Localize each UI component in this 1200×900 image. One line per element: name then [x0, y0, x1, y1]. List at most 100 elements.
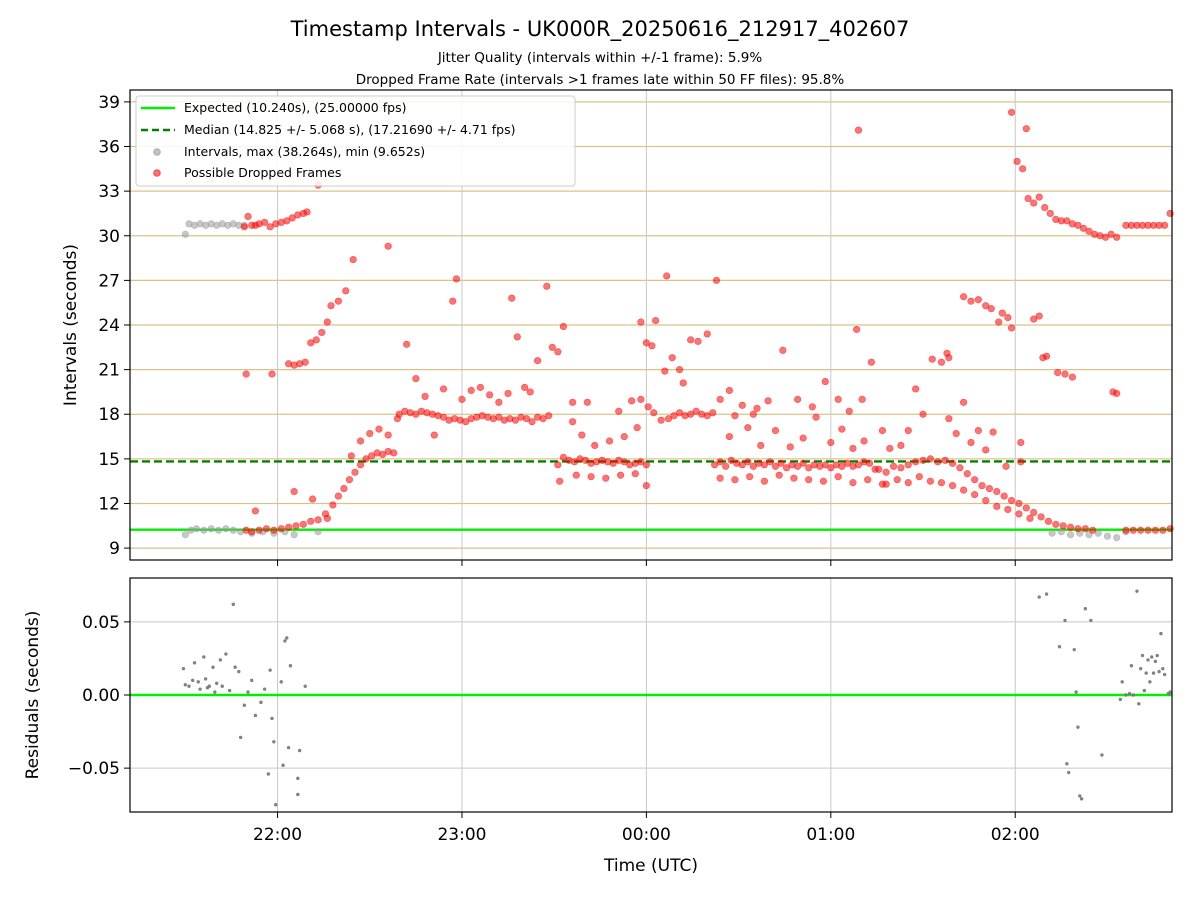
- dropped-frame-point: [664, 415, 673, 423]
- dropped-frame-point: [775, 471, 783, 479]
- dropped-frame-point: [351, 468, 359, 476]
- top-y-axis-label: Intervals (seconds): [61, 244, 81, 406]
- y-tick-label: 0.00: [82, 686, 120, 706]
- dropped-frame-point: [587, 473, 595, 481]
- dropped-frame-point: [1161, 221, 1169, 229]
- residual-point: [1146, 658, 1150, 662]
- dropped-frame-point: [993, 487, 1001, 496]
- dropped-frame-point: [864, 476, 872, 484]
- dropped-frame-point: [716, 395, 724, 403]
- dropped-frame-point: [261, 218, 269, 226]
- residual-point: [1138, 666, 1143, 671]
- dropped-frame-point: [251, 507, 260, 515]
- dropped-frame-point: [982, 496, 990, 505]
- dropped-frame-point: [845, 407, 853, 415]
- dropped-frame-point: [904, 427, 912, 435]
- dropped-frame-point: [860, 437, 868, 445]
- dropped-frame-point: [805, 464, 813, 472]
- residual-point: [1142, 688, 1147, 693]
- interval-point: [1066, 531, 1075, 539]
- dropped-frame-point: [749, 410, 757, 418]
- residual-point: [1144, 671, 1148, 675]
- dropped-frame-point: [430, 431, 438, 439]
- dropped-frame-point: [1017, 438, 1025, 447]
- dropped-frame-point: [285, 523, 293, 531]
- dropped-frame-point: [971, 490, 979, 499]
- dropped-frame-point: [716, 458, 724, 466]
- dropped-frame-point: [1107, 230, 1115, 238]
- dropped-frame-point: [928, 355, 936, 363]
- residual-point: [297, 748, 302, 753]
- dropped-frame-point: [687, 336, 695, 344]
- dropped-frame-point: [812, 413, 820, 421]
- dropped-frame-point: [722, 462, 730, 470]
- residual-point: [1120, 680, 1124, 684]
- dropped-frame-point: [982, 302, 990, 310]
- interval-point: [181, 230, 189, 238]
- residual-point: [285, 636, 289, 640]
- dropped-frame-point: [312, 336, 320, 344]
- dropped-frame-point: [1026, 514, 1034, 522]
- dropped-frame-point: [314, 516, 322, 524]
- dropped-frame-point: [886, 444, 894, 453]
- dropped-frame-point: [439, 413, 448, 421]
- dropped-frame-point: [963, 470, 971, 478]
- residual-point: [1137, 702, 1141, 706]
- dropped-frame-point: [1015, 499, 1023, 508]
- dropped-frame-point: [790, 474, 798, 482]
- dropped-frame-point: [703, 330, 711, 338]
- y-tick-label: −0.05: [68, 759, 120, 779]
- residual-point: [224, 652, 228, 656]
- dropped-frame-point: [1035, 193, 1043, 201]
- dropped-frame-point: [244, 212, 252, 221]
- residual-point: [227, 688, 232, 693]
- dropped-frame-point: [1019, 165, 1027, 173]
- x-axis-label: Time (UTC): [603, 856, 698, 876]
- interval-point: [1103, 532, 1112, 540]
- dropped-frame-point: [1015, 510, 1023, 518]
- dropped-frame-point: [323, 318, 331, 326]
- interval-point: [207, 525, 215, 533]
- y-tick-label: 15: [98, 450, 120, 470]
- dropped-frame-point: [786, 443, 794, 451]
- interval-point: [214, 526, 223, 534]
- dropped-frame-point: [1068, 373, 1077, 381]
- dropped-frame-point: [334, 492, 343, 500]
- dropped-frame-point: [1144, 526, 1152, 534]
- dropped-frame-point: [384, 242, 392, 250]
- residual-point: [250, 678, 254, 683]
- dropped-frame-point: [858, 395, 866, 403]
- legend-expected-label: Expected (10.240s), (25.00000 fps): [184, 100, 406, 115]
- dropped-frame-point: [458, 395, 466, 403]
- y-tick-label: 27: [98, 271, 120, 291]
- dropped-frame-point: [834, 395, 842, 403]
- dropped-frame-point: [615, 407, 623, 415]
- dropped-frame-point: [307, 517, 315, 525]
- dropped-frame-point: [945, 415, 953, 423]
- dropped-frame-point: [967, 438, 975, 447]
- dropped-frame-point: [915, 473, 923, 481]
- dropped-frame-point: [609, 459, 617, 467]
- dropped-frame-point: [559, 322, 567, 331]
- dropped-frame-point: [952, 429, 960, 438]
- dropped-frame-point: [1030, 199, 1038, 207]
- dropped-frame-point: [583, 398, 591, 406]
- dropped-frame-point: [1079, 224, 1088, 232]
- dropped-frame-point: [327, 302, 335, 310]
- residual-point: [262, 687, 267, 691]
- residual-point: [1135, 589, 1139, 593]
- y-tick-label: 18: [98, 405, 120, 425]
- residual-point: [233, 665, 237, 669]
- dropped-frame-point: [1159, 526, 1167, 534]
- dropped-frame-point: [766, 458, 774, 466]
- interval-point: [1048, 529, 1056, 537]
- dropped-frame-point: [808, 403, 816, 411]
- interval-point: [181, 531, 189, 539]
- y-tick-label: 21: [98, 361, 120, 381]
- dropped-frame-point: [270, 526, 278, 534]
- dropped-frame-point: [849, 479, 857, 487]
- dropped-frame-point: [1004, 505, 1012, 514]
- bottom-axes: 0.05 0.00 −0.05 22:00 23:00 00:00 01:00 02:00: [68, 613, 1040, 845]
- legend-intervals-swatch: [153, 148, 161, 156]
- residual-point: [1100, 753, 1104, 757]
